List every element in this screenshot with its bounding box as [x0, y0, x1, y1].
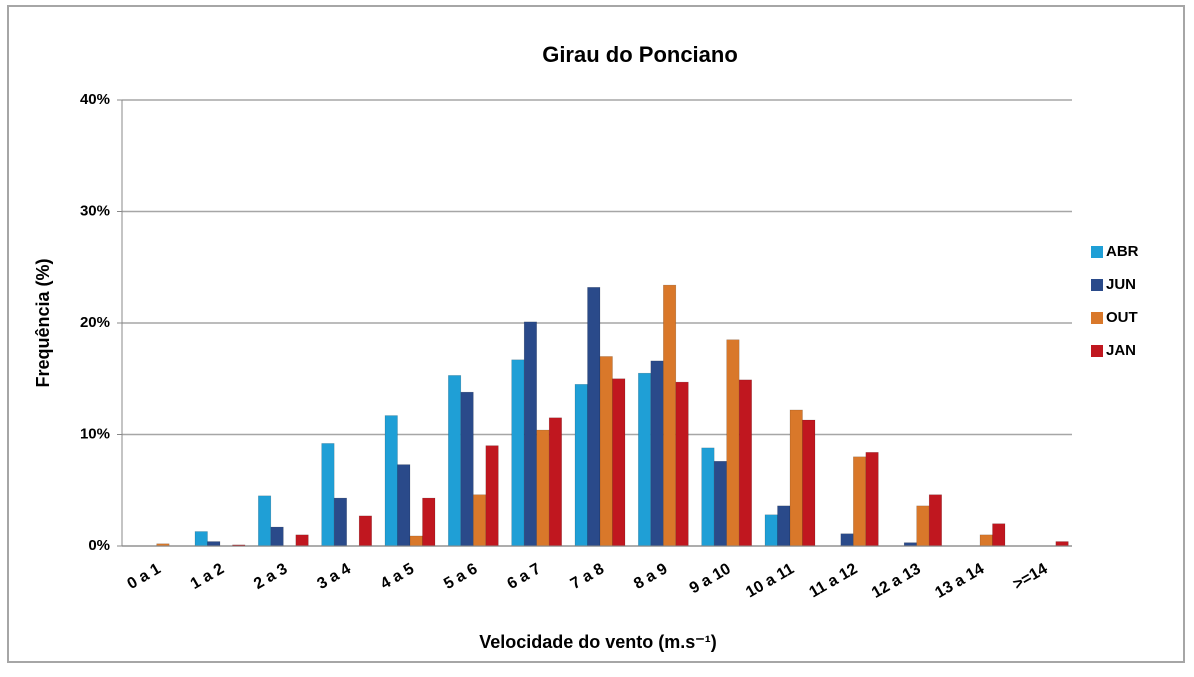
bar — [473, 494, 487, 547]
bar — [789, 409, 803, 547]
legend-swatch — [1091, 312, 1103, 324]
bar — [638, 372, 652, 547]
legend-label: OUT — [1106, 309, 1138, 326]
bar — [511, 359, 525, 547]
bar — [358, 515, 372, 547]
legend-swatch — [1091, 345, 1103, 357]
bar — [258, 495, 272, 547]
bar — [523, 321, 537, 547]
bar — [701, 447, 715, 547]
bar — [422, 497, 436, 547]
bar — [840, 533, 854, 547]
bar — [612, 378, 626, 547]
bar — [207, 541, 221, 547]
bar — [726, 339, 740, 547]
bar — [802, 419, 816, 547]
y-tick-label: 20% — [80, 314, 110, 331]
bar — [536, 429, 550, 547]
bar — [448, 375, 462, 547]
bar — [295, 534, 309, 547]
bar — [903, 542, 917, 547]
bar — [916, 505, 930, 547]
bar — [599, 356, 613, 547]
legend-label: JUN — [1106, 276, 1136, 293]
bar — [663, 284, 677, 547]
y-tick-label: 0% — [88, 537, 110, 554]
bar — [397, 464, 411, 547]
x-axis-label: Velocidade do vento (m.s⁻¹) — [479, 632, 717, 652]
legend-swatch — [1091, 279, 1103, 291]
bar — [979, 534, 993, 547]
bar — [194, 531, 208, 547]
bar — [270, 526, 284, 547]
y-tick-label: 10% — [80, 425, 110, 442]
bar — [713, 461, 727, 547]
bar — [460, 391, 474, 547]
bar — [548, 417, 562, 547]
bar — [777, 505, 791, 547]
legend-label: JAN — [1106, 342, 1136, 359]
bar — [928, 494, 942, 547]
legend-label: ABR — [1106, 243, 1139, 260]
y-tick-label: 30% — [80, 202, 110, 219]
legend-swatch — [1091, 246, 1103, 258]
bar — [675, 381, 689, 547]
chart-title: Girau do Ponciano — [542, 42, 738, 67]
bar — [1055, 541, 1069, 547]
bar — [333, 497, 347, 547]
bar — [587, 287, 601, 547]
bar — [409, 535, 423, 547]
bar — [853, 456, 867, 547]
bar — [865, 452, 879, 547]
bar — [738, 379, 752, 547]
y-tick-label: 40% — [80, 91, 110, 108]
bar — [321, 443, 335, 547]
y-axis-label: Frequência (%) — [33, 258, 53, 387]
bar — [485, 445, 499, 547]
bar — [650, 360, 664, 547]
bar — [384, 415, 398, 547]
bar — [764, 514, 778, 547]
bar — [574, 384, 588, 547]
bar — [992, 523, 1006, 547]
